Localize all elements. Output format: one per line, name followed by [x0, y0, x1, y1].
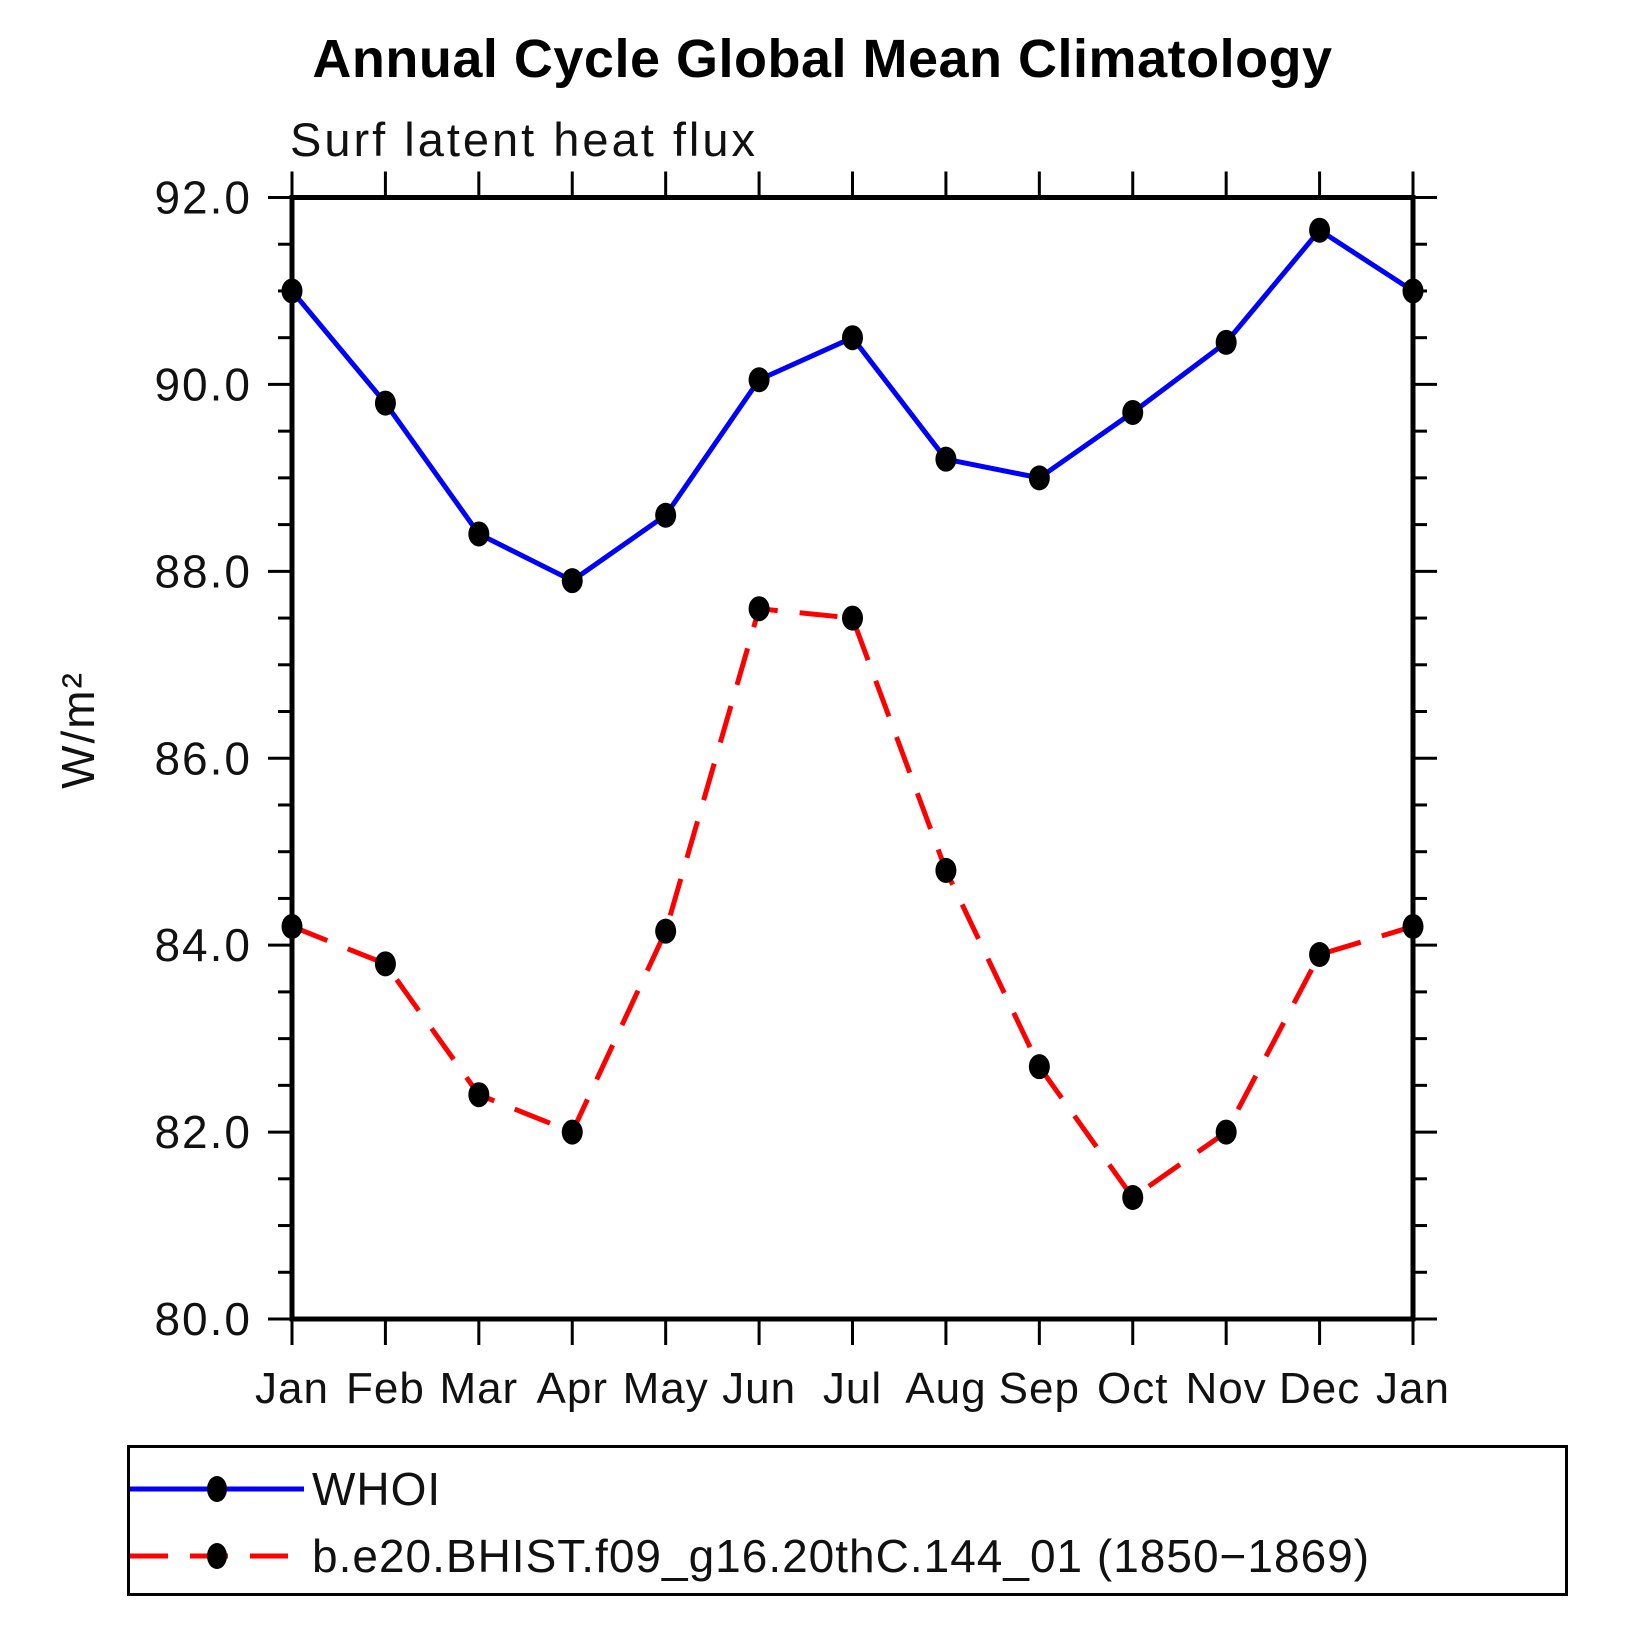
y-tick-label: 82.0 [154, 1106, 252, 1158]
chart-subtitle: Surf latent heat flux [290, 113, 758, 166]
x-tick-label: Jul [823, 1364, 882, 1413]
data-point-marker [281, 278, 303, 304]
x-tick-label: May [623, 1364, 709, 1413]
chart-title: Annual Cycle Global Mean Climatology [312, 29, 1333, 89]
y-tick-label: 90.0 [154, 358, 252, 410]
legend-label-whoi: WHOI [312, 1463, 442, 1515]
data-point-marker [468, 521, 490, 547]
y-tick-label: 86.0 [154, 732, 252, 784]
data-point-marker [748, 596, 770, 622]
data-point-marker [281, 913, 303, 939]
legend-line-sample-solid [130, 1476, 304, 1502]
x-tick-label: Jan [1376, 1364, 1450, 1413]
data-point-marker [1309, 217, 1331, 243]
data-point-marker [561, 1119, 583, 1145]
x-tick-label: Jan [255, 1364, 329, 1413]
data-point-marker [1122, 1185, 1144, 1211]
data-point-marker [842, 325, 863, 351]
series-line-whoi [290, 227, 1415, 584]
legend-label-model: b.e20.BHIST.f09_g16.20thC.144_01 (1850−1… [312, 1530, 1371, 1582]
data-point-marker [1028, 1054, 1050, 1080]
x-tick-label: Dec [1279, 1364, 1360, 1413]
x-tick-label: Mar [439, 1364, 518, 1413]
plot-frame [289, 195, 1416, 1322]
y-tick-label: 80.0 [154, 1293, 252, 1345]
x-tick-label: Sep [999, 1364, 1080, 1413]
data-point-marker [1215, 329, 1237, 355]
legend-item-model: b.e20.BHIST.f09_g16.20thC.144_01 (1850−1… [128, 1530, 1370, 1582]
data-point-marker [1402, 913, 1424, 939]
data-point-marker [468, 1082, 490, 1108]
data-point-marker [561, 568, 583, 594]
data-point-marker [935, 857, 957, 883]
data-point-marker [748, 367, 770, 393]
data-point-marker [1309, 942, 1331, 968]
data-point-marker [655, 918, 677, 944]
data-point-marker [1402, 278, 1424, 304]
y-tick-label: 88.0 [154, 545, 252, 597]
series-line-model [291, 606, 1414, 1201]
data-point-marker [655, 502, 677, 528]
legend-item-whoi: WHOI [128, 1463, 441, 1515]
data-point-marker [935, 446, 957, 472]
data-point-marker [1122, 399, 1144, 425]
x-tick-label: Nov [1186, 1364, 1267, 1413]
x-tick-label: Oct [1097, 1364, 1168, 1413]
legend [127, 1445, 1568, 1596]
x-tick-label: Aug [905, 1364, 986, 1413]
data-point-marker [842, 605, 863, 631]
data-point-marker [374, 951, 396, 977]
data-point-marker [1028, 465, 1050, 491]
data-point-marker [1215, 1119, 1237, 1145]
x-tick-label: Feb [346, 1364, 425, 1413]
y-tick-label: 92.0 [154, 172, 252, 224]
y-tick-label: 84.0 [154, 919, 252, 971]
x-tick-label: Apr [537, 1364, 608, 1413]
data-point-marker [374, 390, 396, 416]
legend-line-sample-dashed [130, 1543, 304, 1569]
x-tick-label: Jun [722, 1364, 796, 1413]
